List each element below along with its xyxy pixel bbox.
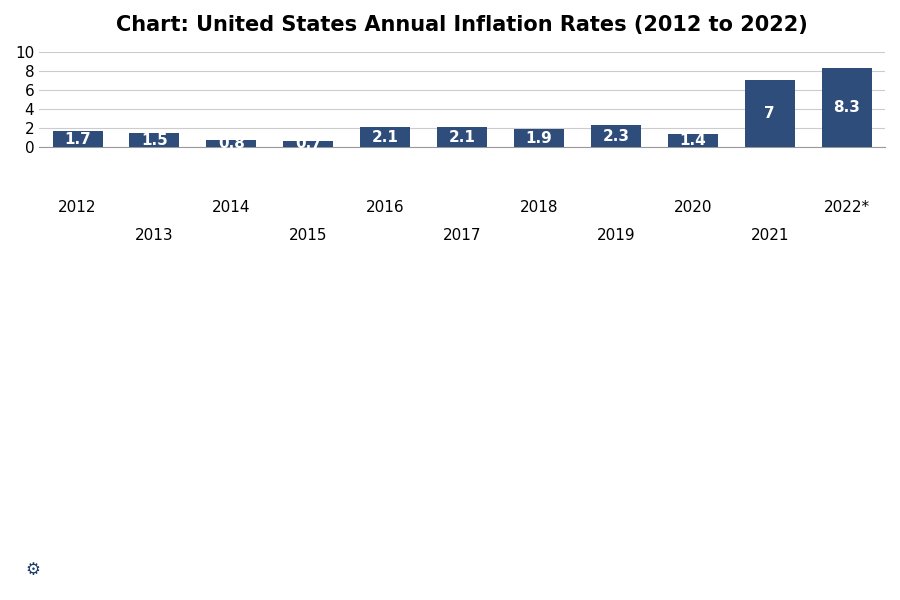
Text: 2019: 2019 — [597, 229, 635, 244]
Text: 0.7: 0.7 — [295, 136, 321, 151]
Bar — [437, 127, 487, 147]
Bar — [591, 125, 641, 147]
Text: 1.5: 1.5 — [141, 133, 167, 148]
Text: 2.3: 2.3 — [602, 129, 629, 144]
Text: 2013: 2013 — [135, 229, 174, 244]
Text: 1.4: 1.4 — [680, 133, 706, 148]
Bar — [52, 131, 103, 147]
Text: 2012: 2012 — [58, 200, 97, 215]
Text: ⚙: ⚙ — [26, 561, 40, 579]
Bar — [744, 80, 795, 147]
Text: 2018: 2018 — [519, 200, 558, 215]
Bar — [668, 134, 717, 147]
Title: Chart: United States Annual Inflation Rates (2012 to 2022): Chart: United States Annual Inflation Ra… — [116, 15, 808, 35]
Bar — [822, 68, 871, 147]
Text: 8.3: 8.3 — [833, 100, 860, 115]
Text: 1.7: 1.7 — [64, 131, 91, 146]
Text: 0.8: 0.8 — [218, 136, 245, 151]
Text: 2.1: 2.1 — [372, 130, 399, 145]
Text: 2015: 2015 — [289, 229, 328, 244]
Text: 2016: 2016 — [365, 200, 404, 215]
Text: 2014: 2014 — [212, 200, 250, 215]
Circle shape — [0, 557, 78, 583]
Text: 2020: 2020 — [673, 200, 712, 215]
Text: 2021: 2021 — [751, 229, 789, 244]
Bar — [206, 140, 256, 147]
Text: 2017: 2017 — [443, 229, 482, 244]
Text: Instant Forex Trading: Instant Forex Trading — [66, 579, 140, 585]
Text: 7: 7 — [764, 106, 775, 121]
Bar — [514, 129, 564, 147]
Text: 2022*: 2022* — [824, 200, 869, 215]
Text: 2.1: 2.1 — [448, 130, 475, 145]
Bar — [284, 140, 333, 147]
Bar — [360, 127, 410, 147]
Text: 1.9: 1.9 — [526, 131, 553, 146]
Text: instaforex: instaforex — [66, 558, 122, 568]
Bar — [130, 133, 179, 147]
